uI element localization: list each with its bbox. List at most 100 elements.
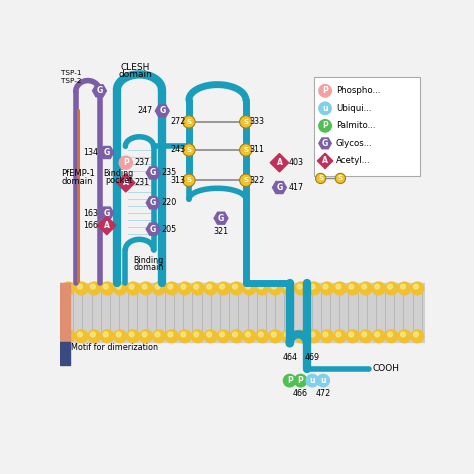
Circle shape (411, 330, 424, 343)
Circle shape (181, 284, 186, 289)
Polygon shape (98, 216, 116, 235)
Text: P: P (298, 376, 303, 385)
Circle shape (310, 332, 315, 337)
Circle shape (64, 284, 69, 289)
Text: PfEMP-1: PfEMP-1 (61, 169, 95, 178)
Circle shape (233, 284, 237, 289)
Circle shape (317, 374, 329, 387)
Circle shape (388, 284, 392, 289)
Text: CLESH: CLESH (120, 63, 150, 72)
Text: domain: domain (134, 264, 164, 273)
Circle shape (101, 330, 114, 343)
Text: S: S (186, 147, 191, 153)
Text: 472: 472 (316, 389, 331, 398)
Text: G: G (218, 214, 224, 223)
Text: 417: 417 (289, 183, 304, 192)
Circle shape (155, 332, 160, 337)
Polygon shape (318, 153, 333, 169)
Circle shape (320, 330, 333, 343)
Circle shape (153, 282, 165, 295)
Text: S: S (186, 177, 191, 183)
Text: G: G (96, 86, 102, 95)
Circle shape (349, 284, 354, 289)
Text: 237: 237 (135, 158, 150, 167)
Text: pocket: pocket (105, 176, 132, 185)
Circle shape (140, 330, 152, 343)
Circle shape (103, 284, 108, 289)
Circle shape (295, 330, 308, 343)
Circle shape (411, 282, 424, 295)
Circle shape (349, 332, 354, 337)
Text: 322: 322 (249, 176, 265, 185)
Text: 220: 220 (162, 199, 177, 207)
Circle shape (388, 332, 392, 337)
Text: 313: 313 (170, 176, 185, 185)
Text: domain: domain (61, 177, 92, 186)
Circle shape (284, 284, 289, 289)
Circle shape (256, 282, 269, 295)
Text: G: G (276, 183, 283, 192)
Text: Motif for dimerization: Motif for dimerization (72, 343, 158, 352)
Text: G: G (150, 199, 156, 207)
Circle shape (178, 330, 191, 343)
Circle shape (240, 116, 252, 128)
Text: Acetyl...: Acetyl... (336, 156, 371, 165)
Circle shape (233, 332, 237, 337)
Circle shape (142, 332, 147, 337)
Text: P: P (322, 86, 328, 95)
Circle shape (101, 282, 114, 295)
Circle shape (308, 282, 320, 295)
Circle shape (320, 282, 333, 295)
Circle shape (165, 330, 178, 343)
Bar (61, 283, 425, 342)
Text: 403: 403 (289, 158, 304, 167)
Text: S: S (186, 119, 191, 125)
Circle shape (191, 282, 204, 295)
Circle shape (153, 330, 165, 343)
Circle shape (219, 284, 225, 289)
Circle shape (182, 144, 195, 156)
Text: A: A (123, 178, 129, 187)
Circle shape (240, 144, 252, 156)
Text: G: G (159, 106, 165, 115)
Circle shape (336, 284, 341, 289)
Circle shape (91, 284, 95, 289)
Circle shape (295, 282, 308, 295)
Text: 333: 333 (249, 118, 264, 127)
Circle shape (64, 332, 69, 337)
Circle shape (168, 284, 173, 289)
Circle shape (88, 282, 100, 295)
Circle shape (140, 282, 152, 295)
Circle shape (283, 374, 296, 387)
Text: A: A (104, 221, 109, 230)
Circle shape (204, 282, 217, 295)
Circle shape (178, 282, 191, 295)
Text: 166: 166 (83, 221, 98, 230)
Circle shape (230, 330, 243, 343)
Circle shape (334, 282, 346, 295)
Text: G: G (150, 225, 156, 234)
Circle shape (269, 330, 282, 343)
Text: 231: 231 (135, 178, 150, 187)
Circle shape (359, 330, 372, 343)
Circle shape (271, 332, 276, 337)
Circle shape (346, 282, 359, 295)
Circle shape (297, 284, 302, 289)
Circle shape (362, 332, 367, 337)
Circle shape (385, 330, 398, 343)
Text: A: A (322, 156, 328, 165)
Polygon shape (270, 154, 289, 172)
Text: 321: 321 (213, 227, 228, 236)
Circle shape (246, 284, 250, 289)
Circle shape (256, 330, 269, 343)
Circle shape (129, 332, 134, 337)
Circle shape (181, 332, 186, 337)
Circle shape (269, 282, 282, 295)
Circle shape (413, 284, 419, 289)
Circle shape (372, 330, 385, 343)
Circle shape (182, 174, 195, 186)
Circle shape (346, 330, 359, 343)
Circle shape (401, 284, 405, 289)
Text: 272: 272 (170, 118, 185, 127)
Circle shape (282, 330, 294, 343)
